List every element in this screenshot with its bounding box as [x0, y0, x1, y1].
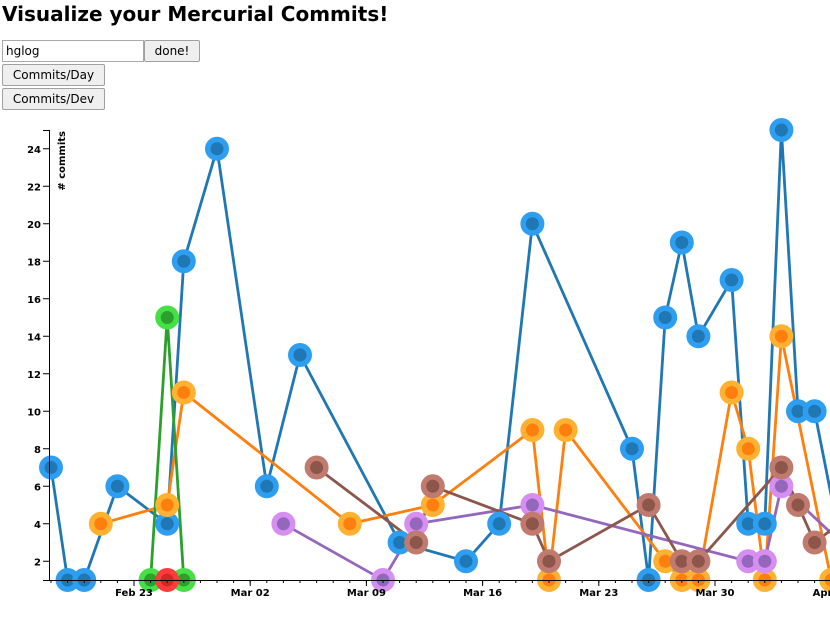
- x-tick: Apr 06: [813, 588, 830, 599]
- x-tick: Mar 02: [231, 580, 270, 599]
- data-point[interactable]: [537, 549, 561, 574]
- data-point[interactable]: [487, 511, 512, 536]
- data-point[interactable]: [736, 436, 761, 461]
- y-tick-label: 4: [34, 520, 41, 531]
- data-point[interactable]: [171, 380, 196, 405]
- y-tick-label: 18: [27, 257, 41, 268]
- y-axis-line: [43, 130, 50, 581]
- x-tick: Mar 09: [347, 580, 386, 599]
- x-tick: Feb 23: [115, 580, 153, 599]
- y-tick-label: 2: [34, 557, 41, 568]
- data-point[interactable]: [736, 511, 761, 536]
- data-point[interactable]: [420, 493, 445, 517]
- y-tick: 18: [27, 257, 49, 268]
- data-point[interactable]: [686, 549, 711, 574]
- data-point[interactable]: [686, 324, 711, 349]
- data-point[interactable]: [636, 493, 661, 517]
- data-point[interactable]: [719, 268, 744, 292]
- x-tick: Mar 30: [695, 580, 735, 599]
- commits-per-day-button[interactable]: Commits/Day: [2, 64, 105, 86]
- x-tick-label: Mar 30: [695, 588, 734, 599]
- y-tick-label: 24: [27, 145, 41, 156]
- y-tick: 2: [34, 557, 49, 568]
- data-point[interactable]: [454, 549, 478, 574]
- data-point[interactable]: [288, 343, 312, 367]
- y-tick: 22: [27, 182, 49, 193]
- data-point[interactable]: [752, 511, 777, 536]
- x-tick-label: Mar 02: [231, 588, 270, 599]
- y-tick-label: 8: [34, 445, 41, 456]
- data-point[interactable]: [105, 474, 130, 499]
- data-point[interactable]: [802, 399, 827, 424]
- data-point[interactable]: [171, 249, 196, 274]
- data-point[interactable]: [155, 511, 180, 536]
- data-point[interactable]: [736, 549, 761, 574]
- x-tick-label: Feb 23: [115, 588, 153, 599]
- data-point[interactable]: [769, 455, 794, 480]
- data-point[interactable]: [155, 493, 180, 517]
- y-tick-label: 6: [34, 482, 41, 493]
- x-tick-label: Mar 23: [579, 588, 618, 599]
- data-point[interactable]: [653, 549, 678, 574]
- data-point[interactable]: [653, 305, 678, 330]
- y-tick-label: 20: [27, 220, 41, 231]
- data-point[interactable]: [620, 436, 644, 461]
- data-point[interactable]: [271, 511, 296, 536]
- data-point[interactable]: [669, 549, 694, 574]
- y-axis-label: # commits: [57, 131, 68, 191]
- series-points: [39, 118, 830, 592]
- y-tick: 12: [27, 370, 49, 381]
- data-point[interactable]: [155, 305, 180, 330]
- data-point[interactable]: [769, 118, 794, 142]
- y-tick-label: 14: [27, 332, 41, 343]
- data-point[interactable]: [337, 511, 362, 536]
- data-point[interactable]: [205, 136, 229, 161]
- data-point[interactable]: [520, 211, 545, 236]
- data-point[interactable]: [420, 474, 445, 499]
- y-tick-label: 10: [27, 407, 41, 418]
- data-point[interactable]: [404, 530, 429, 555]
- x-tick-label: Mar 09: [347, 588, 386, 599]
- y-tick: 6: [34, 482, 49, 493]
- data-point[interactable]: [769, 474, 794, 499]
- data-point[interactable]: [786, 493, 810, 517]
- data-point[interactable]: [88, 511, 113, 536]
- data-point[interactable]: [786, 399, 810, 424]
- data-point[interactable]: [304, 455, 329, 480]
- y-tick-label: 16: [27, 295, 41, 306]
- data-point[interactable]: [404, 511, 429, 536]
- x-tick: Mar 16: [463, 580, 502, 599]
- data-point[interactable]: [553, 418, 578, 442]
- y-tick: 14: [27, 332, 49, 343]
- repo-input[interactable]: [2, 40, 144, 62]
- x-tick-label: Apr 06: [813, 588, 830, 599]
- y-tick: 24: [27, 145, 49, 156]
- data-point[interactable]: [520, 493, 545, 517]
- data-point[interactable]: [669, 230, 694, 255]
- done-button[interactable]: done!: [144, 40, 200, 62]
- y-tick: 4: [34, 520, 49, 531]
- data-point[interactable]: [39, 455, 63, 480]
- data-point[interactable]: [719, 380, 744, 405]
- y-tick: 10: [27, 407, 49, 418]
- y-tick-label: 12: [27, 370, 41, 381]
- data-point[interactable]: [752, 549, 777, 574]
- y-tick: 20: [27, 220, 49, 231]
- y-tick-label: 22: [27, 182, 41, 193]
- commits-per-dev-button[interactable]: Commits/Dev: [2, 88, 105, 110]
- x-tick: Mar 23: [579, 580, 618, 599]
- y-tick: 16: [27, 295, 49, 306]
- data-point[interactable]: [802, 530, 827, 555]
- series-line-1: [100, 336, 830, 582]
- y-tick: 8: [34, 445, 49, 456]
- x-tick-label: Mar 16: [463, 588, 502, 599]
- data-point[interactable]: [254, 474, 279, 499]
- data-point[interactable]: [769, 324, 794, 349]
- page-title: Visualize your Mercurial Commits!: [2, 2, 389, 26]
- data-point[interactable]: [520, 418, 545, 442]
- data-point[interactable]: [520, 511, 545, 536]
- data-point[interactable]: [387, 530, 412, 555]
